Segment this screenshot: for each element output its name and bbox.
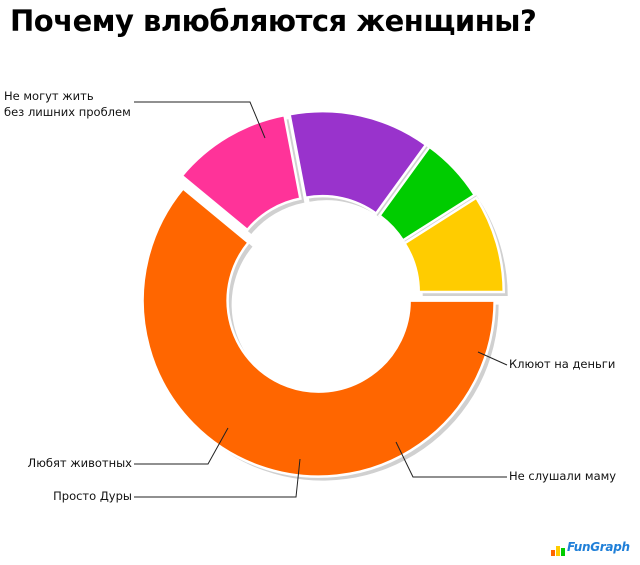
pie-slice	[141, 186, 496, 478]
pie-slice	[402, 196, 505, 294]
slice-label: Любят животных	[28, 456, 133, 470]
chart-title: Почему влюбляются женщины?	[10, 4, 537, 38]
logo-bar	[556, 546, 560, 556]
slice-label: Не могут жить без лишних проблем	[4, 89, 131, 119]
slice-label: Просто Дуры	[53, 489, 132, 503]
leader-line	[134, 458, 301, 498]
pie-slice	[180, 113, 302, 232]
logo-bar	[551, 550, 555, 556]
logo-bar	[561, 548, 565, 556]
slice-label: Клюют на деньги	[509, 357, 615, 371]
leader-line	[395, 441, 507, 478]
leader-line	[134, 101, 266, 139]
logo-text: FunGraph	[567, 540, 630, 554]
slice-labels: Не могут жить без лишних проблем Клюют на …	[4, 89, 616, 503]
fungraph-logo: FunGraph	[549, 538, 633, 560]
pie-slice	[288, 109, 428, 216]
leader-line	[477, 351, 508, 366]
leader-line	[134, 427, 229, 465]
pie-slice	[377, 145, 477, 243]
slices	[141, 109, 505, 478]
leader-lines	[134, 101, 508, 498]
slice-label: Не слушали маму	[509, 469, 616, 483]
